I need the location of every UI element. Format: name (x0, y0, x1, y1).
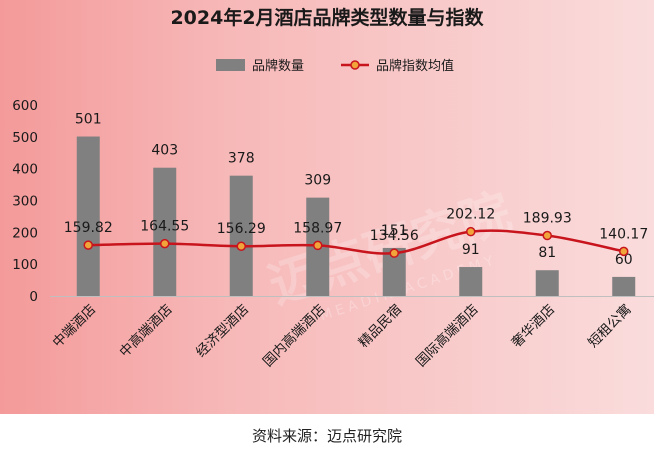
x-tick-label: 中高端酒店 (116, 301, 176, 361)
line-value-label: 134.56 (370, 228, 419, 244)
x-tick-label: 国际高端酒店 (412, 301, 481, 370)
y-tick-label: 400 (12, 162, 38, 178)
line-point (160, 238, 170, 249)
bar-value-label: 378 (228, 151, 255, 167)
legend-line-label: 品牌指数均值 (376, 58, 454, 74)
line-point (83, 240, 93, 250)
line-value-label: 189.93 (523, 211, 572, 227)
bar (612, 276, 636, 296)
x-tick-label: 国内高端酒店 (259, 301, 328, 370)
line-point (619, 246, 629, 257)
line-value-label: 202.12 (446, 207, 495, 223)
line-value-label: 156.29 (217, 221, 266, 237)
bar-value-label: 91 (462, 242, 480, 258)
x-tick-label: 中端酒店 (50, 302, 99, 351)
y-tick-label: 200 (12, 225, 38, 241)
line-value-label: 140.17 (599, 226, 648, 242)
line-point (542, 230, 552, 241)
x-tick-label: 经济型酒店 (193, 302, 252, 361)
source-note: 资料来源：迈点研究院 (251, 427, 402, 445)
line-point (313, 240, 323, 251)
bar-value-label: 151 (381, 223, 408, 239)
bar (153, 167, 177, 296)
bar (382, 247, 406, 296)
y-tick-label: 500 (12, 130, 38, 146)
bar-value-label: 309 (304, 173, 331, 189)
chart-svg: 迈点研究院MEADIN ACADEMY2024年2月酒店品牌类型数量与指数品牌数… (12, 6, 654, 370)
y-tick-label: 100 (12, 257, 38, 273)
bar (229, 175, 253, 296)
legend-bar-swatch (216, 59, 245, 71)
x-tick-label: 奢华酒店 (509, 302, 558, 351)
x-tick-label: 短租公寓 (584, 301, 634, 351)
line-value-label: 164.55 (140, 219, 189, 235)
bar (76, 136, 100, 296)
bar (535, 270, 559, 296)
y-tick-label: 0 (29, 289, 38, 305)
line-point (389, 248, 399, 258)
bar (459, 267, 483, 296)
line-value-label: 159.82 (64, 220, 113, 236)
bar-value-label: 403 (151, 143, 178, 159)
legend-line-marker (350, 60, 360, 70)
bar-value-label: 60 (615, 252, 633, 268)
line-point (236, 241, 246, 251)
legend-bar-label: 品牌数量 (252, 58, 304, 74)
y-tick-label: 600 (12, 98, 38, 114)
line-value-label: 158.97 (293, 220, 342, 236)
bar-value-label: 501 (75, 112, 102, 128)
line-point (466, 226, 476, 237)
bar-value-label: 81 (538, 245, 556, 261)
y-tick-label: 300 (12, 194, 38, 210)
chart-title: 2024年2月酒店品牌类型数量与指数 (170, 6, 484, 29)
line-series-path (88, 229, 625, 255)
